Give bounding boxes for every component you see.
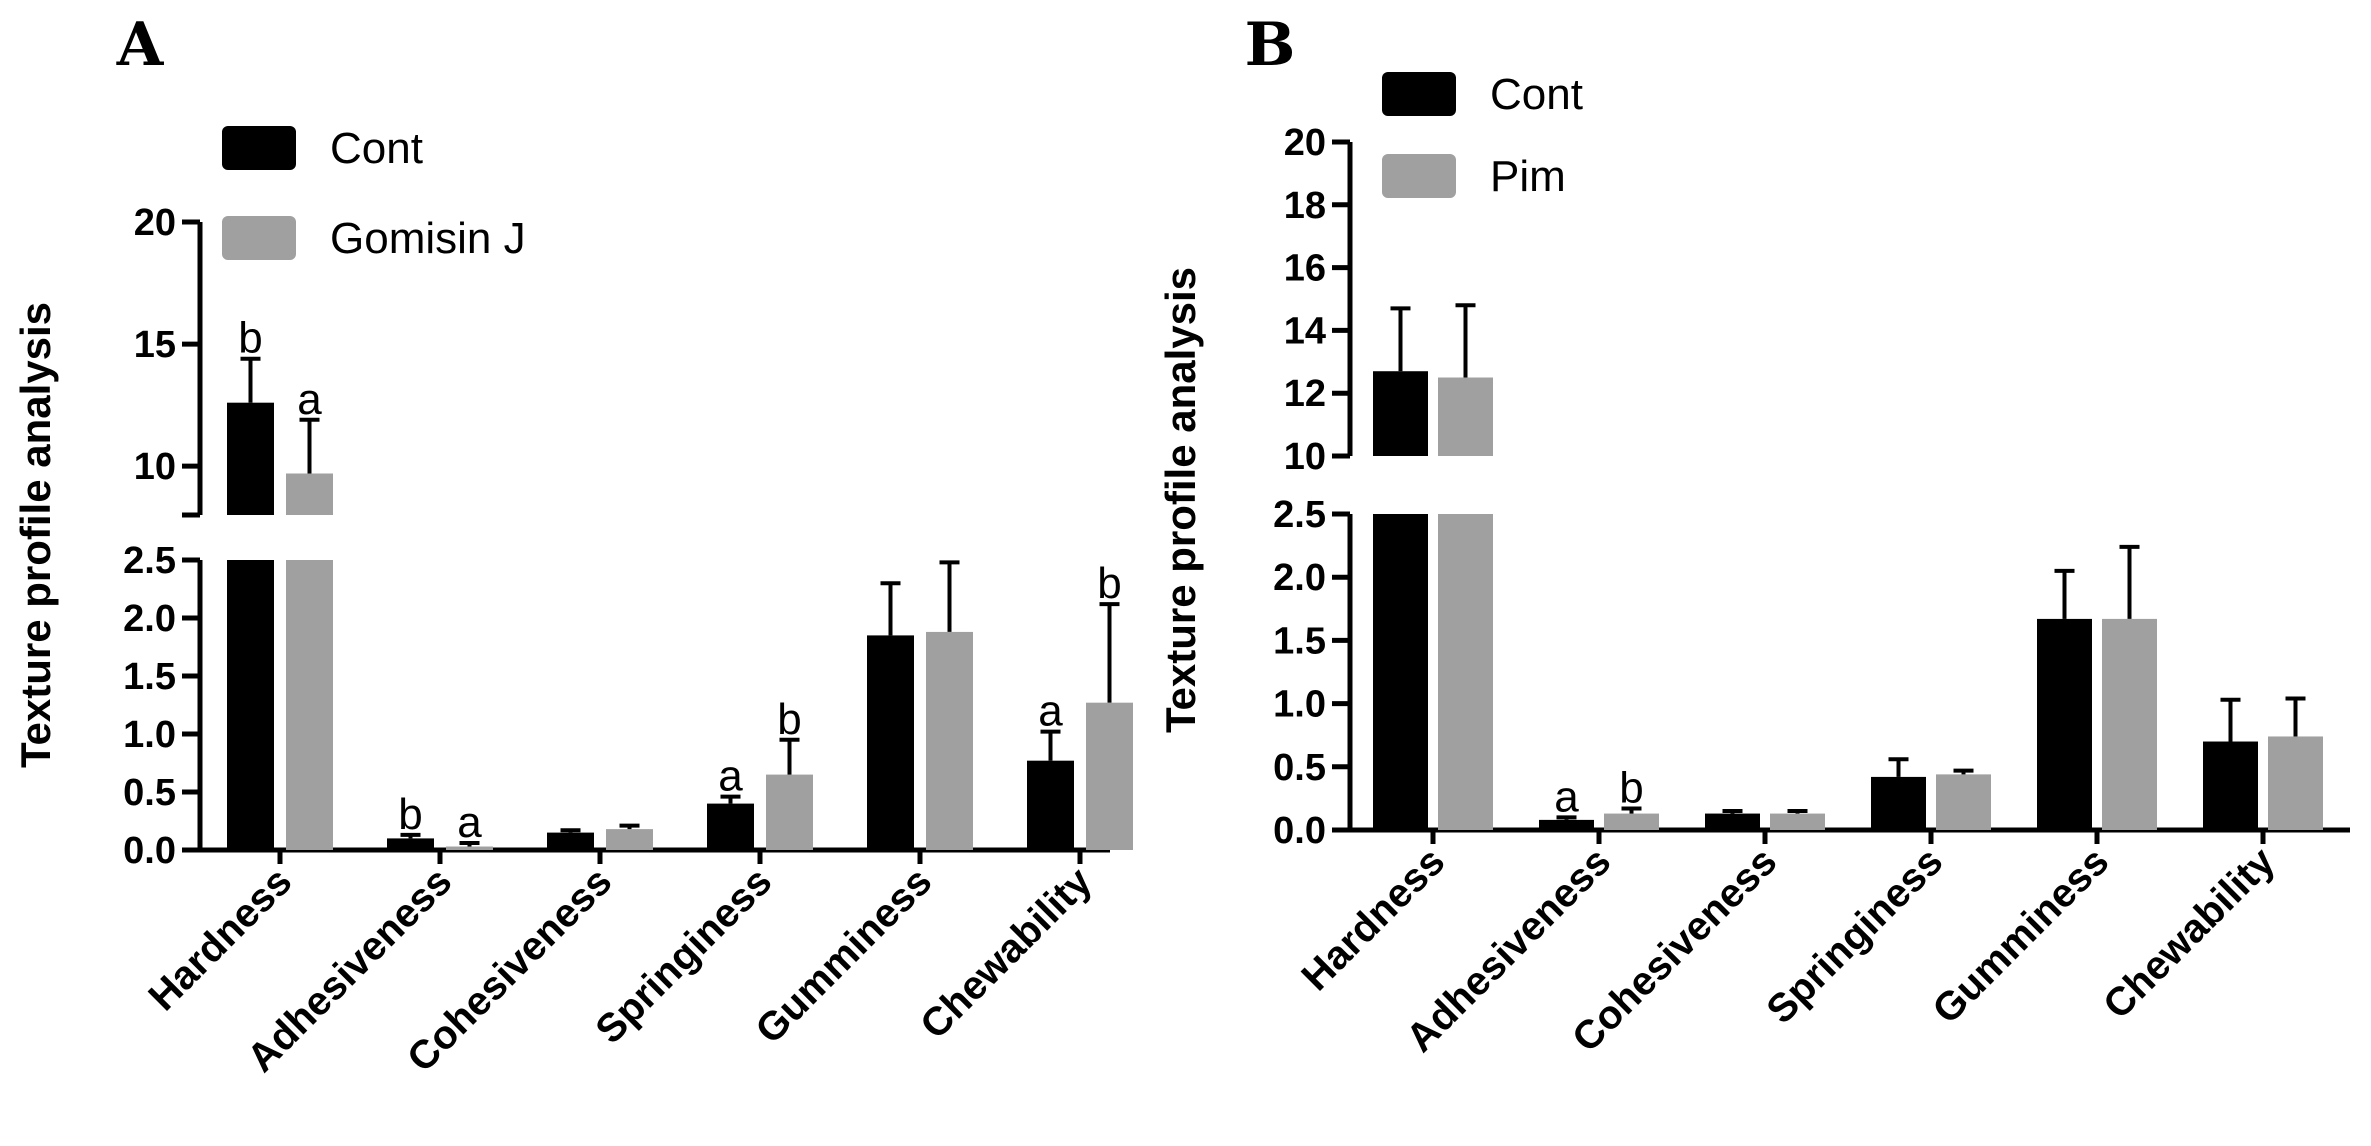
bar <box>926 631 973 850</box>
bar <box>867 635 914 850</box>
significance-label: b <box>777 695 801 744</box>
y-tick-label: 18 <box>1284 185 1326 227</box>
panel-b: B Texture profile analysis 0.0 0.5 1.0 1.5 2.0… <box>1157 10 2350 1061</box>
y-tick-label: 15 <box>134 324 176 366</box>
legend-swatch <box>1382 154 1456 198</box>
y-tick-label: 2.0 <box>123 598 176 640</box>
y-tick-label: 16 <box>1284 248 1326 290</box>
bar <box>1604 813 1659 830</box>
significance-label: a <box>297 375 322 424</box>
y-tick-label: 10 <box>134 446 176 488</box>
panel-letter: B <box>1245 10 1296 80</box>
legend-swatch <box>222 126 296 170</box>
y-tick-label: 0.0 <box>1273 810 1326 852</box>
y-tick-label: 10 <box>1284 436 1326 478</box>
bar <box>2203 741 2258 830</box>
significance-label: a <box>457 798 482 847</box>
panel-letter: A <box>116 10 165 80</box>
bar <box>2102 618 2157 830</box>
y-tick-label: 1.0 <box>1273 684 1326 726</box>
legend-label: Cont <box>1490 70 1583 119</box>
y-tick-label: 1.0 <box>123 714 176 756</box>
bar <box>2037 618 2092 830</box>
bar <box>547 832 594 850</box>
bar <box>286 473 333 515</box>
bar <box>606 829 653 850</box>
significance-label: a <box>1554 772 1579 821</box>
bar-lower-segment <box>286 560 333 850</box>
x-category-label: Hardness <box>140 859 300 1019</box>
bar <box>1539 819 1594 830</box>
y-tick-label: 0.5 <box>123 772 176 814</box>
legend-label: Gomisin J <box>330 214 526 263</box>
x-category-label: Springiness <box>1758 839 1951 1032</box>
bar <box>387 838 434 850</box>
y-tick-label: 1.5 <box>1273 620 1326 662</box>
y-tick-label: 0.0 <box>123 830 176 872</box>
panel-a: A Texture profile analysis 0.0 0.5 1.0 1.5 2.0… <box>12 10 1133 1081</box>
bar <box>707 803 754 850</box>
bar <box>1086 702 1133 850</box>
legend-swatch <box>1382 72 1456 116</box>
legend-label: Pim <box>1490 152 1566 201</box>
y-tick-label: 20 <box>1284 122 1326 164</box>
significance-label: b <box>1097 559 1121 608</box>
significance-label: b <box>398 790 422 839</box>
y-tick-label: 2.0 <box>1273 557 1326 599</box>
bar <box>2268 736 2323 830</box>
bar <box>1770 813 1825 830</box>
bar-lower-segment <box>227 560 274 850</box>
bar <box>1027 760 1074 850</box>
bar-lower-segment <box>1438 514 1493 830</box>
y-tick-label: 1.5 <box>123 656 176 698</box>
significance-label: b <box>1619 764 1643 813</box>
x-category-label: Chewability <box>912 859 1101 1048</box>
bar <box>1936 774 1991 830</box>
y-tick-label: 2.5 <box>123 540 176 582</box>
significance-label: b <box>238 314 262 363</box>
y-tick-label: 2.5 <box>1273 494 1326 536</box>
y-tick-label: 14 <box>1284 310 1326 352</box>
legend-label: Cont <box>330 124 423 173</box>
bar-lower-segment <box>1373 514 1428 830</box>
y-tick-label: 0.5 <box>1273 747 1326 789</box>
bar <box>1705 813 1760 830</box>
significance-label: a <box>1038 687 1063 736</box>
x-category-label: Chewability <box>2095 839 2284 1028</box>
y-tick-label: 12 <box>1284 373 1326 415</box>
legend-swatch <box>222 216 296 260</box>
bar <box>446 846 493 850</box>
bar <box>1438 377 1493 456</box>
bar <box>1871 776 1926 830</box>
x-category-label: Gumminess <box>1924 839 2117 1032</box>
y-axis-title: Texture profile analysis <box>1157 267 1204 733</box>
y-tick-label: 20 <box>134 202 176 244</box>
bar <box>766 774 813 850</box>
bar <box>227 402 274 515</box>
bar <box>1373 371 1428 456</box>
x-category-label: Hardness <box>1293 839 1453 999</box>
y-axis-title: Texture profile analysis <box>12 302 59 768</box>
significance-label: a <box>718 752 743 801</box>
